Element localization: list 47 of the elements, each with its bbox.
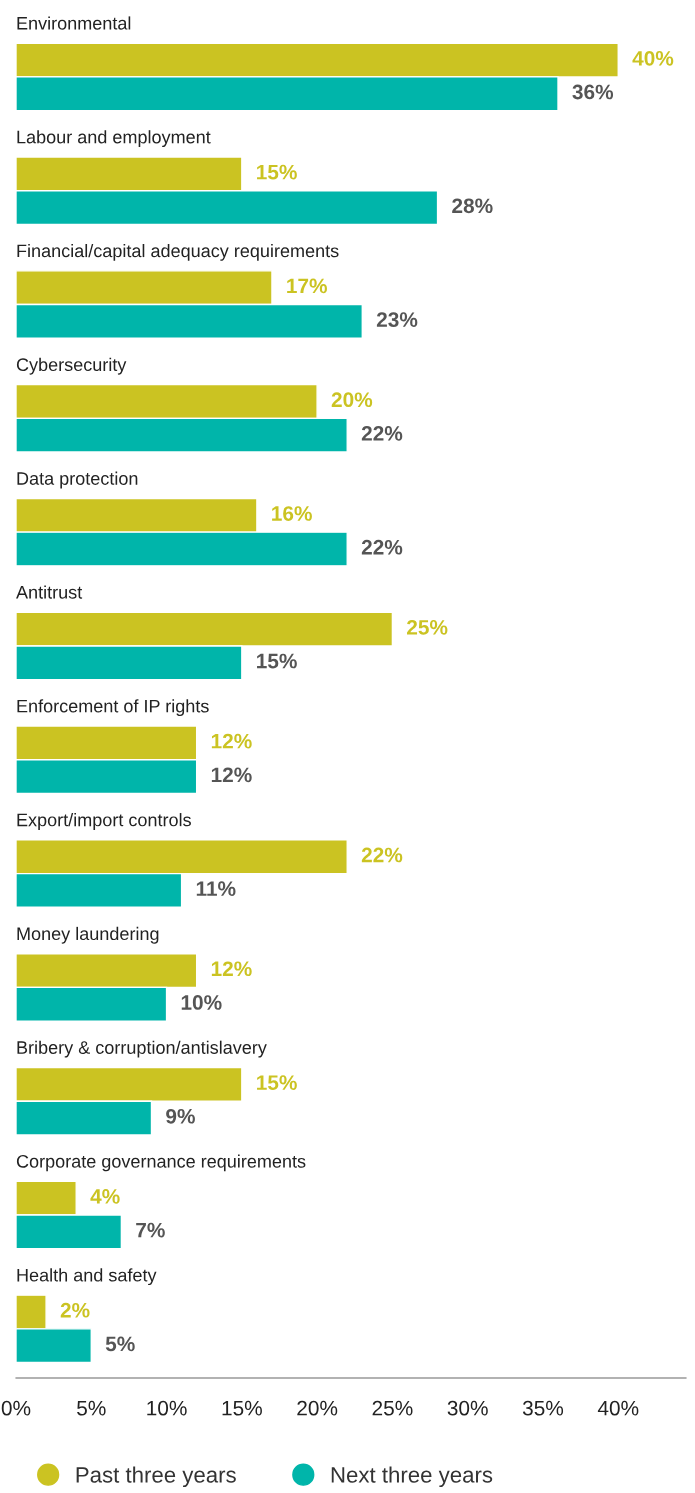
- x-tick-label: 0%: [1, 1400, 31, 1416]
- y-tick-label: Environmental: [17, 16, 131, 30]
- data-label: 22%: [361, 426, 403, 441]
- y-tick-label: Labour and employment: [17, 130, 211, 148]
- data-label: 12%: [211, 767, 252, 783]
- y-tick-label: Financial/capital adequacy requirements: [17, 244, 339, 261]
- x-tick-label: 35%: [522, 1400, 564, 1416]
- y-tick-label: Enforcement of IP rights: [17, 699, 209, 717]
- data-label: 25%: [407, 619, 448, 635]
- data-label: 10%: [181, 995, 222, 1010]
- data-label: 15%: [257, 1075, 297, 1090]
- legend-label: Next three years: [331, 1466, 493, 1488]
- data-label: 12%: [211, 961, 252, 977]
- x-tick-label: 20%: [297, 1400, 338, 1416]
- y-tick-label: Cybersecurity: [16, 357, 127, 375]
- data-label: 22%: [361, 539, 403, 555]
- data-label: 28%: [452, 198, 493, 214]
- data-label: 36%: [572, 84, 614, 100]
- y-tick-label: Antitrust: [16, 585, 83, 599]
- y-tick-label: Corporate governance requirements: [16, 1154, 306, 1172]
- data-label: 15%: [257, 653, 297, 669]
- data-label: 5%: [105, 1336, 135, 1352]
- x-tick-label: 30%: [447, 1400, 488, 1416]
- data-label: 22%: [361, 847, 403, 863]
- data-label: 9%: [166, 1108, 195, 1124]
- legend-label: Past three years: [76, 1466, 236, 1488]
- data-label: 20%: [331, 392, 373, 408]
- y-tick-label: Export/import controls: [17, 813, 191, 830]
- x-tick-label: 15%: [222, 1400, 262, 1416]
- y-tick-label: Data protection: [17, 471, 138, 489]
- data-label: 12%: [211, 733, 252, 749]
- data-label: 11%: [196, 881, 236, 896]
- y-tick-label: Money laundering: [17, 926, 159, 944]
- y-tick-label: Health and safety: [17, 1268, 157, 1286]
- data-label: 2%: [60, 1302, 90, 1318]
- data-label: 17%: [287, 278, 327, 294]
- x-tick-label: 25%: [372, 1400, 413, 1416]
- x-tick-label: 5%: [77, 1400, 106, 1416]
- y-tick-label: Bribery & corruption/antislavery: [17, 1040, 267, 1058]
- data-label: 16%: [272, 506, 312, 521]
- data-label: 7%: [136, 1222, 165, 1238]
- x-tick-label: 10%: [147, 1400, 187, 1416]
- data-label: 15%: [257, 164, 297, 180]
- x-tick-label: 40%: [597, 1400, 639, 1416]
- data-label: 4%: [90, 1189, 120, 1204]
- data-label: 23%: [376, 312, 418, 328]
- data-label: 40%: [632, 50, 674, 66]
